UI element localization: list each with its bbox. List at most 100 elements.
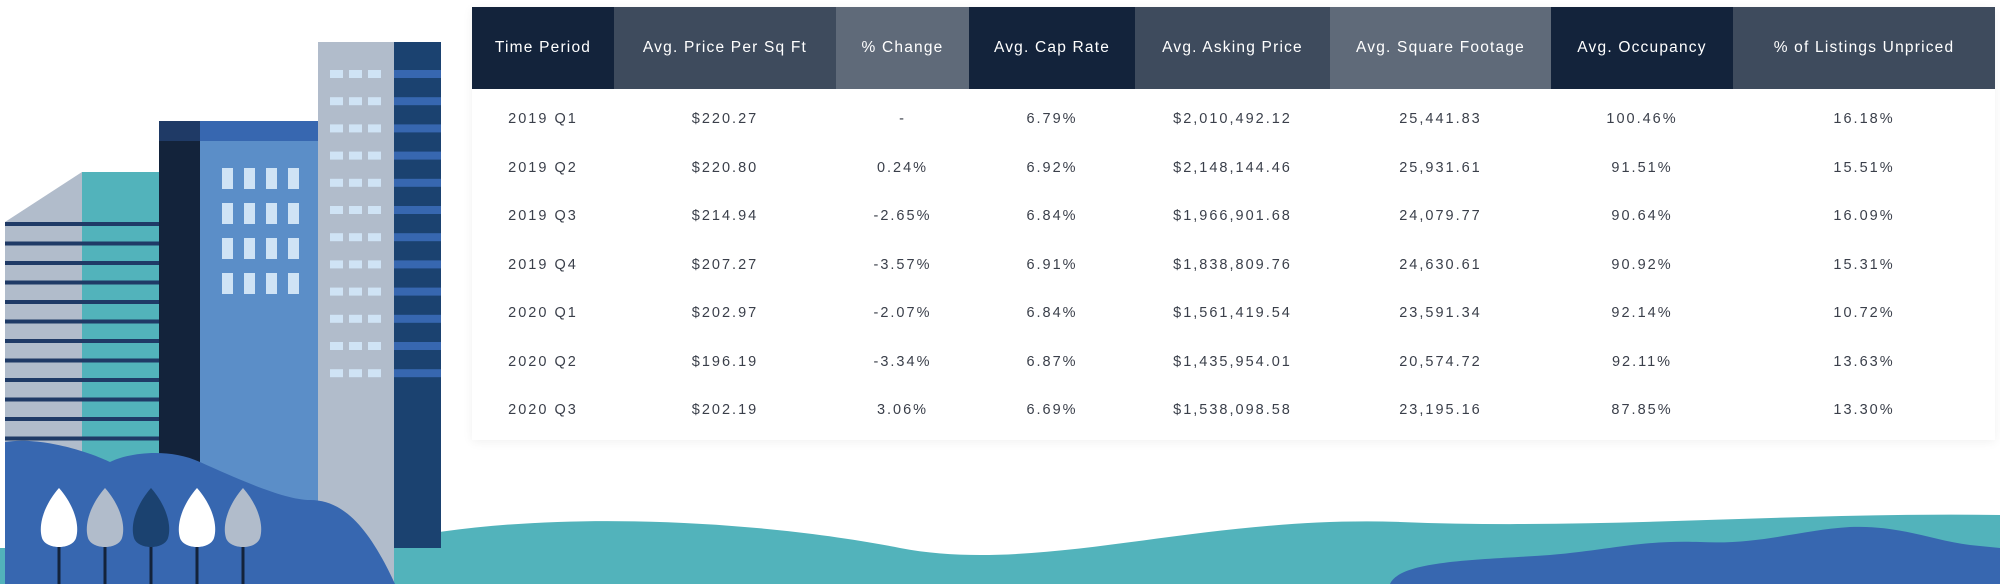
table-cell: $1,838,809.76 — [1173, 256, 1292, 273]
building-window — [349, 124, 362, 133]
building-stripe — [394, 206, 441, 214]
building-stripe — [394, 287, 441, 296]
building-window — [330, 70, 343, 78]
table-cell: 13.30% — [1833, 402, 1895, 419]
header-avg-occupancy: Avg. Occupancy — [1551, 7, 1733, 89]
table-cell: 16.18% — [1833, 111, 1895, 128]
table-cell: $214.94 — [691, 208, 759, 225]
building-window — [288, 273, 299, 294]
table-cell: $202.97 — [691, 305, 759, 322]
building-window — [368, 287, 381, 296]
building-stripe — [5, 241, 159, 246]
building-window — [349, 97, 362, 106]
table-cell: 25,441.83 — [1399, 111, 1482, 128]
building-stripe — [5, 222, 159, 226]
table-header-row: Time Period Avg. Price Per Sq Ft % Chang… — [472, 7, 1995, 89]
building-window — [368, 369, 381, 378]
table-cell: $1,538,098.58 — [1173, 402, 1292, 419]
building-window — [368, 233, 381, 242]
table-row: 2019 Q4 $207.27 -3.57% 6.91% $1,838,809.76 24… — [472, 241, 1995, 290]
building-window — [368, 70, 381, 78]
table-cell: $207.27 — [691, 256, 759, 273]
building-stripe — [394, 97, 441, 106]
table-cell: $2,148,144.46 — [1173, 159, 1292, 176]
building-stripe — [5, 417, 159, 421]
building-window — [288, 238, 299, 259]
table-cell: 100.46% — [1606, 111, 1678, 128]
building-stripe — [394, 124, 441, 133]
building-window — [349, 151, 362, 160]
tree-leaf — [132, 488, 170, 547]
building-stripe — [5, 300, 159, 304]
building-window — [330, 342, 343, 350]
table-cell: 23,195.16 — [1399, 402, 1482, 419]
building-stripe — [5, 436, 159, 441]
table-row: 2020 Q2 $196.19 -3.34% 6.87% $1,435,954.01 20… — [472, 338, 1995, 387]
blue-building-cap — [200, 121, 318, 141]
building-window — [266, 203, 277, 224]
header-time-period: Time Period — [472, 7, 614, 89]
building-window — [368, 342, 381, 350]
building-window — [222, 273, 233, 294]
building-stripe — [394, 233, 441, 242]
table-cell: 24,079.77 — [1399, 208, 1482, 225]
building-stripe — [394, 178, 441, 187]
building-window — [330, 178, 343, 187]
building-window — [266, 273, 277, 294]
tree-leaf — [178, 488, 216, 547]
table-cell: 13.63% — [1833, 353, 1895, 370]
tower-gray-face — [318, 42, 394, 584]
building-window — [349, 260, 362, 269]
building-stripe — [394, 342, 441, 350]
table-cell: 15.51% — [1833, 159, 1895, 176]
table-cell: 6.84% — [1026, 305, 1078, 322]
table-cell: -2.07% — [873, 305, 932, 322]
table-cell: $1,966,901.68 — [1173, 208, 1292, 225]
building-window — [288, 203, 299, 224]
building-window — [244, 273, 255, 294]
building-window — [330, 314, 343, 323]
building-stripe — [5, 261, 159, 265]
left-building-roof — [5, 172, 82, 222]
header-avg-asking-price: Avg. Asking Price — [1135, 7, 1330, 89]
building-window — [244, 238, 255, 259]
building-window — [244, 168, 255, 189]
table-cell: 6.92% — [1026, 159, 1078, 176]
building-window — [349, 314, 362, 323]
header-avg-cap-rate: Avg. Cap Rate — [969, 7, 1135, 89]
table-body: 2019 Q1 $220.27 - 6.79% $2,010,492.12 25,441.… — [472, 89, 1995, 435]
building-window — [368, 314, 381, 323]
building-window — [349, 70, 362, 78]
building-window — [349, 342, 362, 350]
tree-leaf — [86, 488, 124, 547]
tower-stripes — [394, 70, 441, 378]
tower-windows — [330, 70, 381, 378]
building-stripe — [5, 280, 159, 285]
building-window — [330, 151, 343, 160]
building-window — [244, 203, 255, 224]
building-stripe — [5, 358, 159, 363]
table-cell: $220.80 — [691, 159, 759, 176]
building-window — [222, 168, 233, 189]
header-percent-change: % Change — [836, 7, 969, 89]
table-cell: - — [899, 111, 906, 128]
header-avg-square-footage: Avg. Square Footage — [1330, 7, 1551, 89]
table-cell: 87.85% — [1611, 402, 1673, 419]
table-cell: -3.57% — [873, 256, 932, 273]
building-window — [288, 168, 299, 189]
table-cell: 2019 Q3 — [508, 208, 578, 225]
table-cell: 6.84% — [1026, 208, 1078, 225]
building-stripe — [394, 70, 441, 78]
building-window — [222, 203, 233, 224]
building-stripe — [394, 314, 441, 323]
building-window — [349, 287, 362, 296]
table-cell: 91.51% — [1611, 159, 1673, 176]
table-row: 2020 Q3 $202.19 3.06% 6.69% $1,538,098.58 23,… — [472, 386, 1995, 435]
table-cell: 3.06% — [876, 402, 929, 419]
building-window — [349, 233, 362, 242]
building-stripe — [5, 378, 159, 382]
table-row: 2019 Q3 $214.94 -2.65% 6.84% $1,966,901.68 24… — [472, 192, 1995, 241]
table-cell: 92.14% — [1611, 305, 1673, 322]
building-stripe — [5, 319, 159, 324]
